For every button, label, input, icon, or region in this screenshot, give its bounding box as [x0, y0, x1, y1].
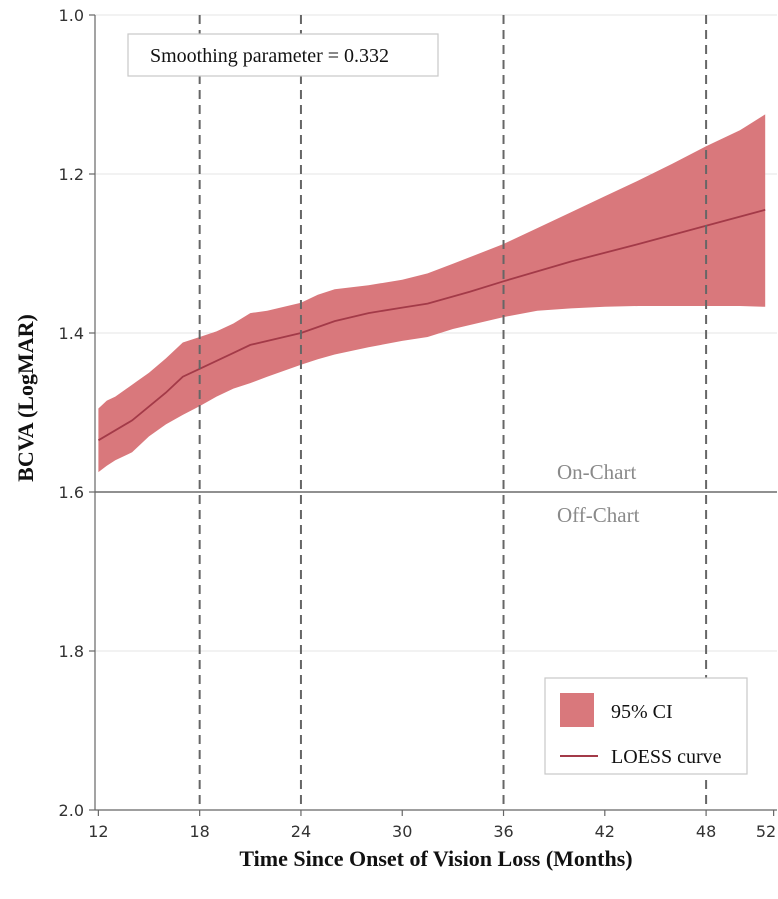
loess-curve	[97, 208, 766, 442]
x-tick-label: 42	[595, 822, 615, 841]
x-tick-label: 48	[696, 822, 716, 841]
x-tick-label: 36	[493, 822, 513, 841]
smoothing-annotation: Smoothing parameter = 0.332	[150, 45, 389, 67]
off-chart-label: Off-Chart	[557, 503, 640, 527]
on-chart-label: On-Chart	[557, 460, 636, 484]
band-layer	[98, 114, 766, 473]
y-tick-label: 2.0	[59, 801, 84, 820]
x-tick-label: 24	[291, 822, 311, 841]
y-tick-label: 1.8	[59, 642, 84, 661]
legend-ci-label: 95% CI	[611, 701, 673, 723]
ci-band	[98, 114, 766, 473]
curve-layer	[97, 208, 766, 442]
y-axis-title: BCVA (LogMAR)	[13, 314, 38, 482]
legend-ci-swatch	[560, 693, 594, 727]
legend-curve-label: LOESS curve	[611, 746, 722, 768]
x-axis-title: Time Since Onset of Vision Loss (Months)	[239, 846, 632, 871]
annotation-box	[127, 33, 439, 77]
x-tick-label: 52	[756, 822, 776, 841]
x-tick-label: 30	[392, 822, 412, 841]
x-tick-label: 12	[88, 822, 108, 841]
axis-layer: 1.0 1.2 1.4 1.6 1.8 2.012 18 24 30 36 42 48 52	[59, 6, 777, 841]
y-tick-label: 1.0	[59, 6, 84, 25]
y-tick-label: 1.6	[59, 483, 84, 502]
x-tick-label: 18	[189, 822, 209, 841]
y-tick-label: 1.4	[59, 324, 84, 343]
y-tick-label: 1.2	[59, 165, 84, 184]
